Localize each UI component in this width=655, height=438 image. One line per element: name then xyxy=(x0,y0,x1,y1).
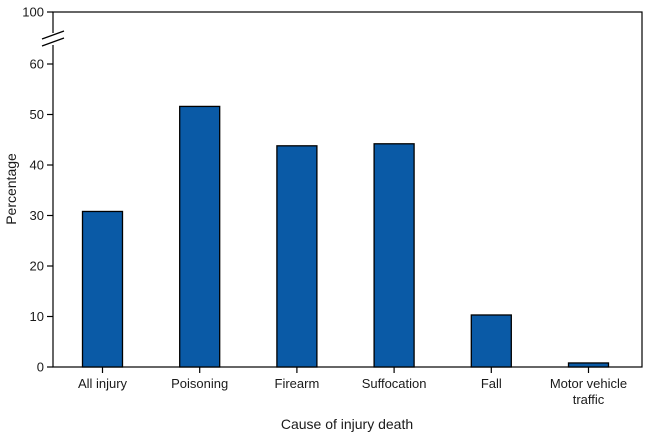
x-tick-label: traffic xyxy=(573,392,605,407)
x-tick-label: Firearm xyxy=(275,376,320,391)
y-tick-label: 0 xyxy=(37,360,44,375)
x-tick-label: Suffocation xyxy=(362,376,427,391)
bar xyxy=(276,145,318,368)
y-tick-label: 20 xyxy=(30,259,44,274)
y-tick-label: 50 xyxy=(30,107,44,122)
plot-frame xyxy=(52,11,643,368)
y-axis-title: Percentage xyxy=(3,153,19,225)
x-tick-label: Poisoning xyxy=(171,376,228,391)
bar xyxy=(567,362,610,368)
y-tick-label: 100 xyxy=(22,5,44,20)
axis-break-mark xyxy=(40,30,66,47)
y-tick-label: 40 xyxy=(30,158,44,173)
bar xyxy=(81,210,124,368)
y-tick-label: 10 xyxy=(30,309,44,324)
bar xyxy=(470,314,512,368)
x-tick-label: All injury xyxy=(78,376,128,391)
x-tick-label: Fall xyxy=(481,376,502,391)
bar xyxy=(179,105,221,368)
y-axis: 0 10 20 30 40 50 60 100 xyxy=(22,5,53,375)
x-axis: All injury Poisoning Firearm Suffocation Fal… xyxy=(78,367,627,407)
bars xyxy=(81,105,610,368)
bar xyxy=(373,143,415,368)
y-tick-label: 60 xyxy=(30,57,44,72)
x-tick-label: Motor vehicle xyxy=(550,376,627,391)
x-axis-title: Cause of injury death xyxy=(281,416,413,432)
y-tick-label: 30 xyxy=(30,208,44,223)
